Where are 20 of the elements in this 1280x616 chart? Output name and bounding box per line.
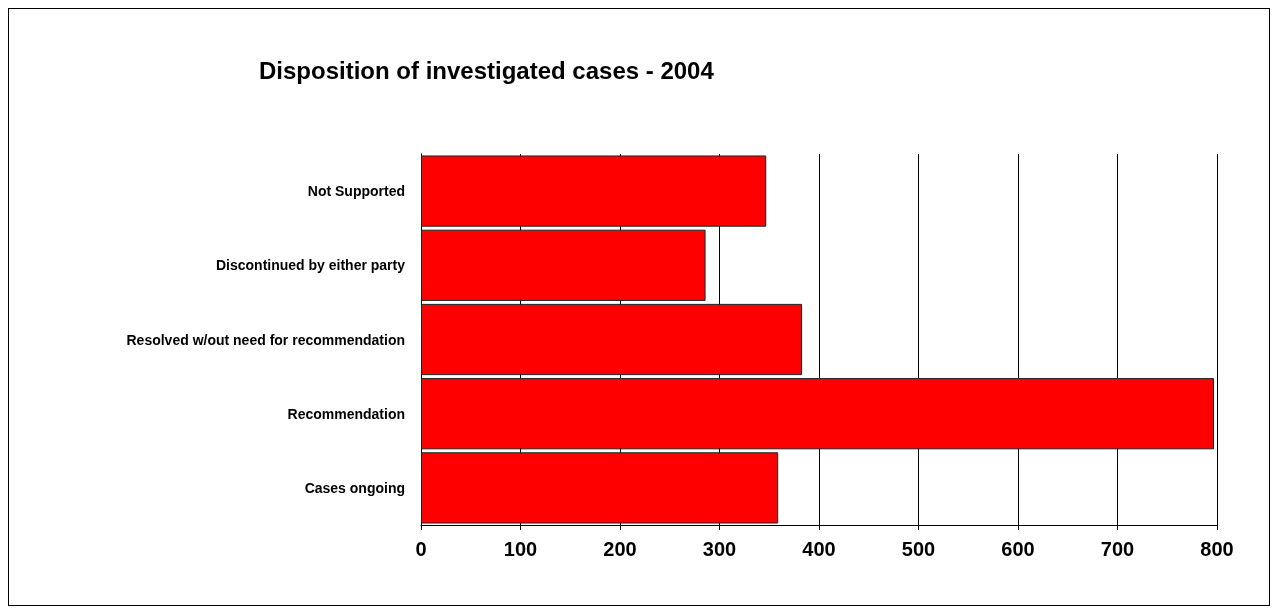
x-tick-label: 800 [1200, 538, 1234, 560]
x-tick-label: 700 [1100, 538, 1135, 560]
x-tick-label: 200 [603, 538, 637, 560]
y-tick-label: Resolved w/out need for recommendation [126, 331, 405, 348]
x-tick-label: 0 [415, 538, 427, 560]
bar [421, 155, 767, 227]
bar [421, 452, 779, 524]
y-tick-label: Discontinued by either party [215, 257, 406, 274]
x-tick-label: 300 [702, 538, 737, 560]
bar [421, 229, 706, 301]
y-tick-label: Not Supported [307, 183, 405, 200]
x-tick-label: 600 [1001, 538, 1035, 560]
chart-title: Disposition of investigated cases - 2004 [259, 56, 715, 84]
x-tick-label: 500 [901, 538, 936, 560]
bar [421, 303, 803, 376]
bar [421, 378, 1215, 450]
x-tick-label: 100 [503, 538, 538, 560]
x-tick-label: 400 [802, 538, 836, 560]
y-tick-label: Cases ongoing [304, 479, 405, 496]
y-tick-label: Recommendation [287, 405, 405, 422]
